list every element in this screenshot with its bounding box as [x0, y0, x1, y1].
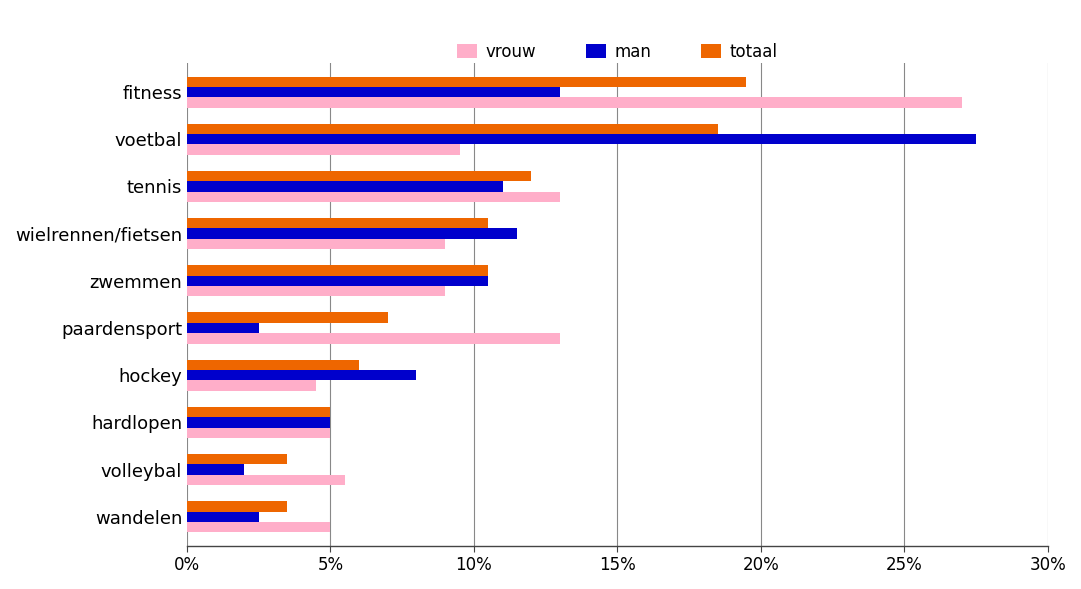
Bar — [187, 313, 388, 323]
Bar — [187, 171, 531, 181]
Bar — [187, 454, 288, 464]
Bar — [187, 181, 503, 191]
Bar — [187, 333, 560, 343]
Bar — [187, 360, 359, 370]
Bar — [187, 417, 331, 428]
Bar — [187, 239, 445, 249]
Legend: vrouw, man, totaal: vrouw, man, totaal — [457, 43, 777, 61]
Bar — [187, 464, 244, 475]
Bar — [187, 276, 489, 286]
Bar — [187, 407, 331, 417]
Bar — [187, 380, 316, 391]
Bar — [187, 501, 288, 512]
Bar — [187, 97, 962, 108]
Bar — [187, 144, 459, 155]
Bar — [187, 370, 416, 380]
Bar — [187, 218, 489, 229]
Bar — [187, 134, 976, 144]
Bar — [187, 428, 331, 438]
Bar — [187, 512, 258, 522]
Bar — [187, 475, 345, 485]
Bar — [187, 191, 560, 202]
Bar — [187, 77, 746, 87]
Bar — [187, 286, 445, 296]
Bar — [187, 323, 258, 333]
Bar — [187, 124, 718, 134]
Bar — [187, 87, 560, 97]
Bar — [187, 522, 331, 532]
Bar — [187, 229, 517, 239]
Bar — [187, 265, 489, 276]
